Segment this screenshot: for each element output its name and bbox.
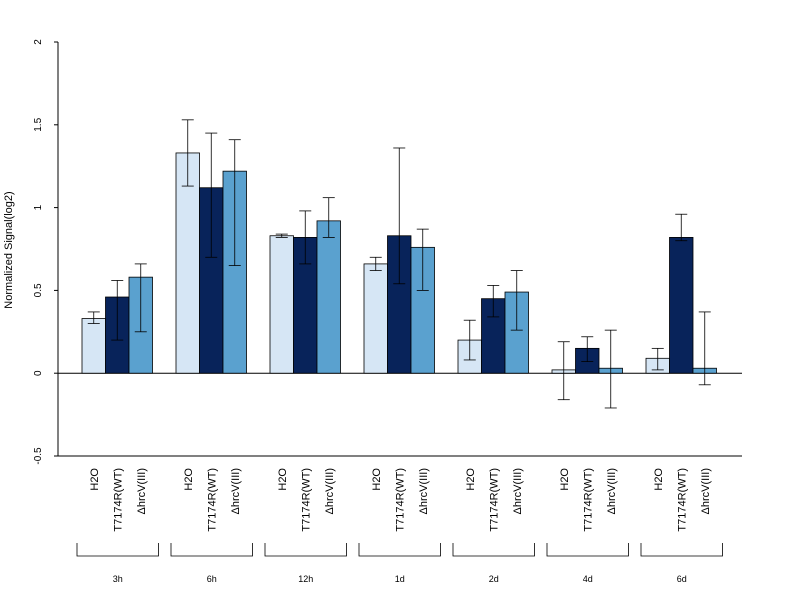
y-axis-title: Normalized Signal(log2) — [3, 191, 15, 308]
category-label: T7174R(WT) — [300, 468, 312, 532]
group-bracket — [640, 543, 723, 557]
bars — [81, 152, 717, 374]
y-tick-label: -0.5 — [33, 447, 44, 465]
bar — [81, 318, 106, 374]
bar — [316, 220, 341, 374]
category-label: ΔhrcV(III) — [324, 468, 336, 514]
category-label: H2O — [277, 468, 289, 491]
y-tick-label: 0 — [33, 370, 44, 376]
category-label: T7174R(WT) — [582, 468, 594, 532]
y-tick-label: 2 — [33, 39, 44, 45]
category-label: H2O — [653, 468, 665, 491]
category-label: ΔhrcV(III) — [606, 468, 618, 514]
bar — [669, 237, 694, 374]
group-label: 3h — [113, 574, 123, 584]
bar — [363, 263, 388, 374]
group-bracket — [546, 543, 629, 557]
category-label: T7174R(WT) — [488, 468, 500, 532]
group-label: 12h — [298, 574, 313, 584]
category-labels: H2O T7174R(WT) ΔhrcV(III) H2O T7174R(WT) Δhrc… — [89, 468, 712, 532]
group-label: 2d — [489, 574, 499, 584]
y-tick-label: 1 — [33, 204, 44, 210]
zero-baseline — [58, 372, 742, 457]
group-brackets: 3h 6h 12h 1d 2d 4d 6d — [76, 543, 723, 584]
category-label: H2O — [183, 468, 195, 491]
group-label: 6h — [207, 574, 217, 584]
category-label: ΔhrcV(III) — [700, 468, 712, 514]
group-bracket — [264, 543, 347, 557]
category-label: H2O — [371, 468, 383, 491]
group-label: 6d — [677, 574, 687, 584]
group-bracket — [76, 543, 159, 557]
group-label: 1d — [395, 574, 405, 584]
group-bracket — [358, 543, 441, 557]
group-label: 4d — [583, 574, 593, 584]
category-label: T7174R(WT) — [394, 468, 406, 532]
category-label: T7174R(WT) — [676, 468, 688, 532]
category-label: T7174R(WT) — [206, 468, 218, 532]
category-label: T7174R(WT) — [112, 468, 124, 532]
category-label: ΔhrcV(III) — [512, 468, 524, 514]
category-label: ΔhrcV(III) — [230, 468, 242, 514]
error-bars — [87, 119, 711, 409]
group-bracket — [170, 543, 253, 557]
category-label: ΔhrcV(III) — [136, 468, 148, 514]
bar — [269, 235, 294, 374]
y-tick-label: 0.5 — [33, 283, 44, 297]
y-tick-label: 1.5 — [33, 117, 44, 131]
category-label: H2O — [89, 468, 101, 491]
group-bracket — [452, 543, 535, 557]
category-label: H2O — [465, 468, 477, 491]
category-label: ΔhrcV(III) — [418, 468, 430, 514]
y-axis: -0.5 0 0.5 1 1.5 2 — [33, 39, 59, 465]
category-label: H2O — [559, 468, 571, 491]
